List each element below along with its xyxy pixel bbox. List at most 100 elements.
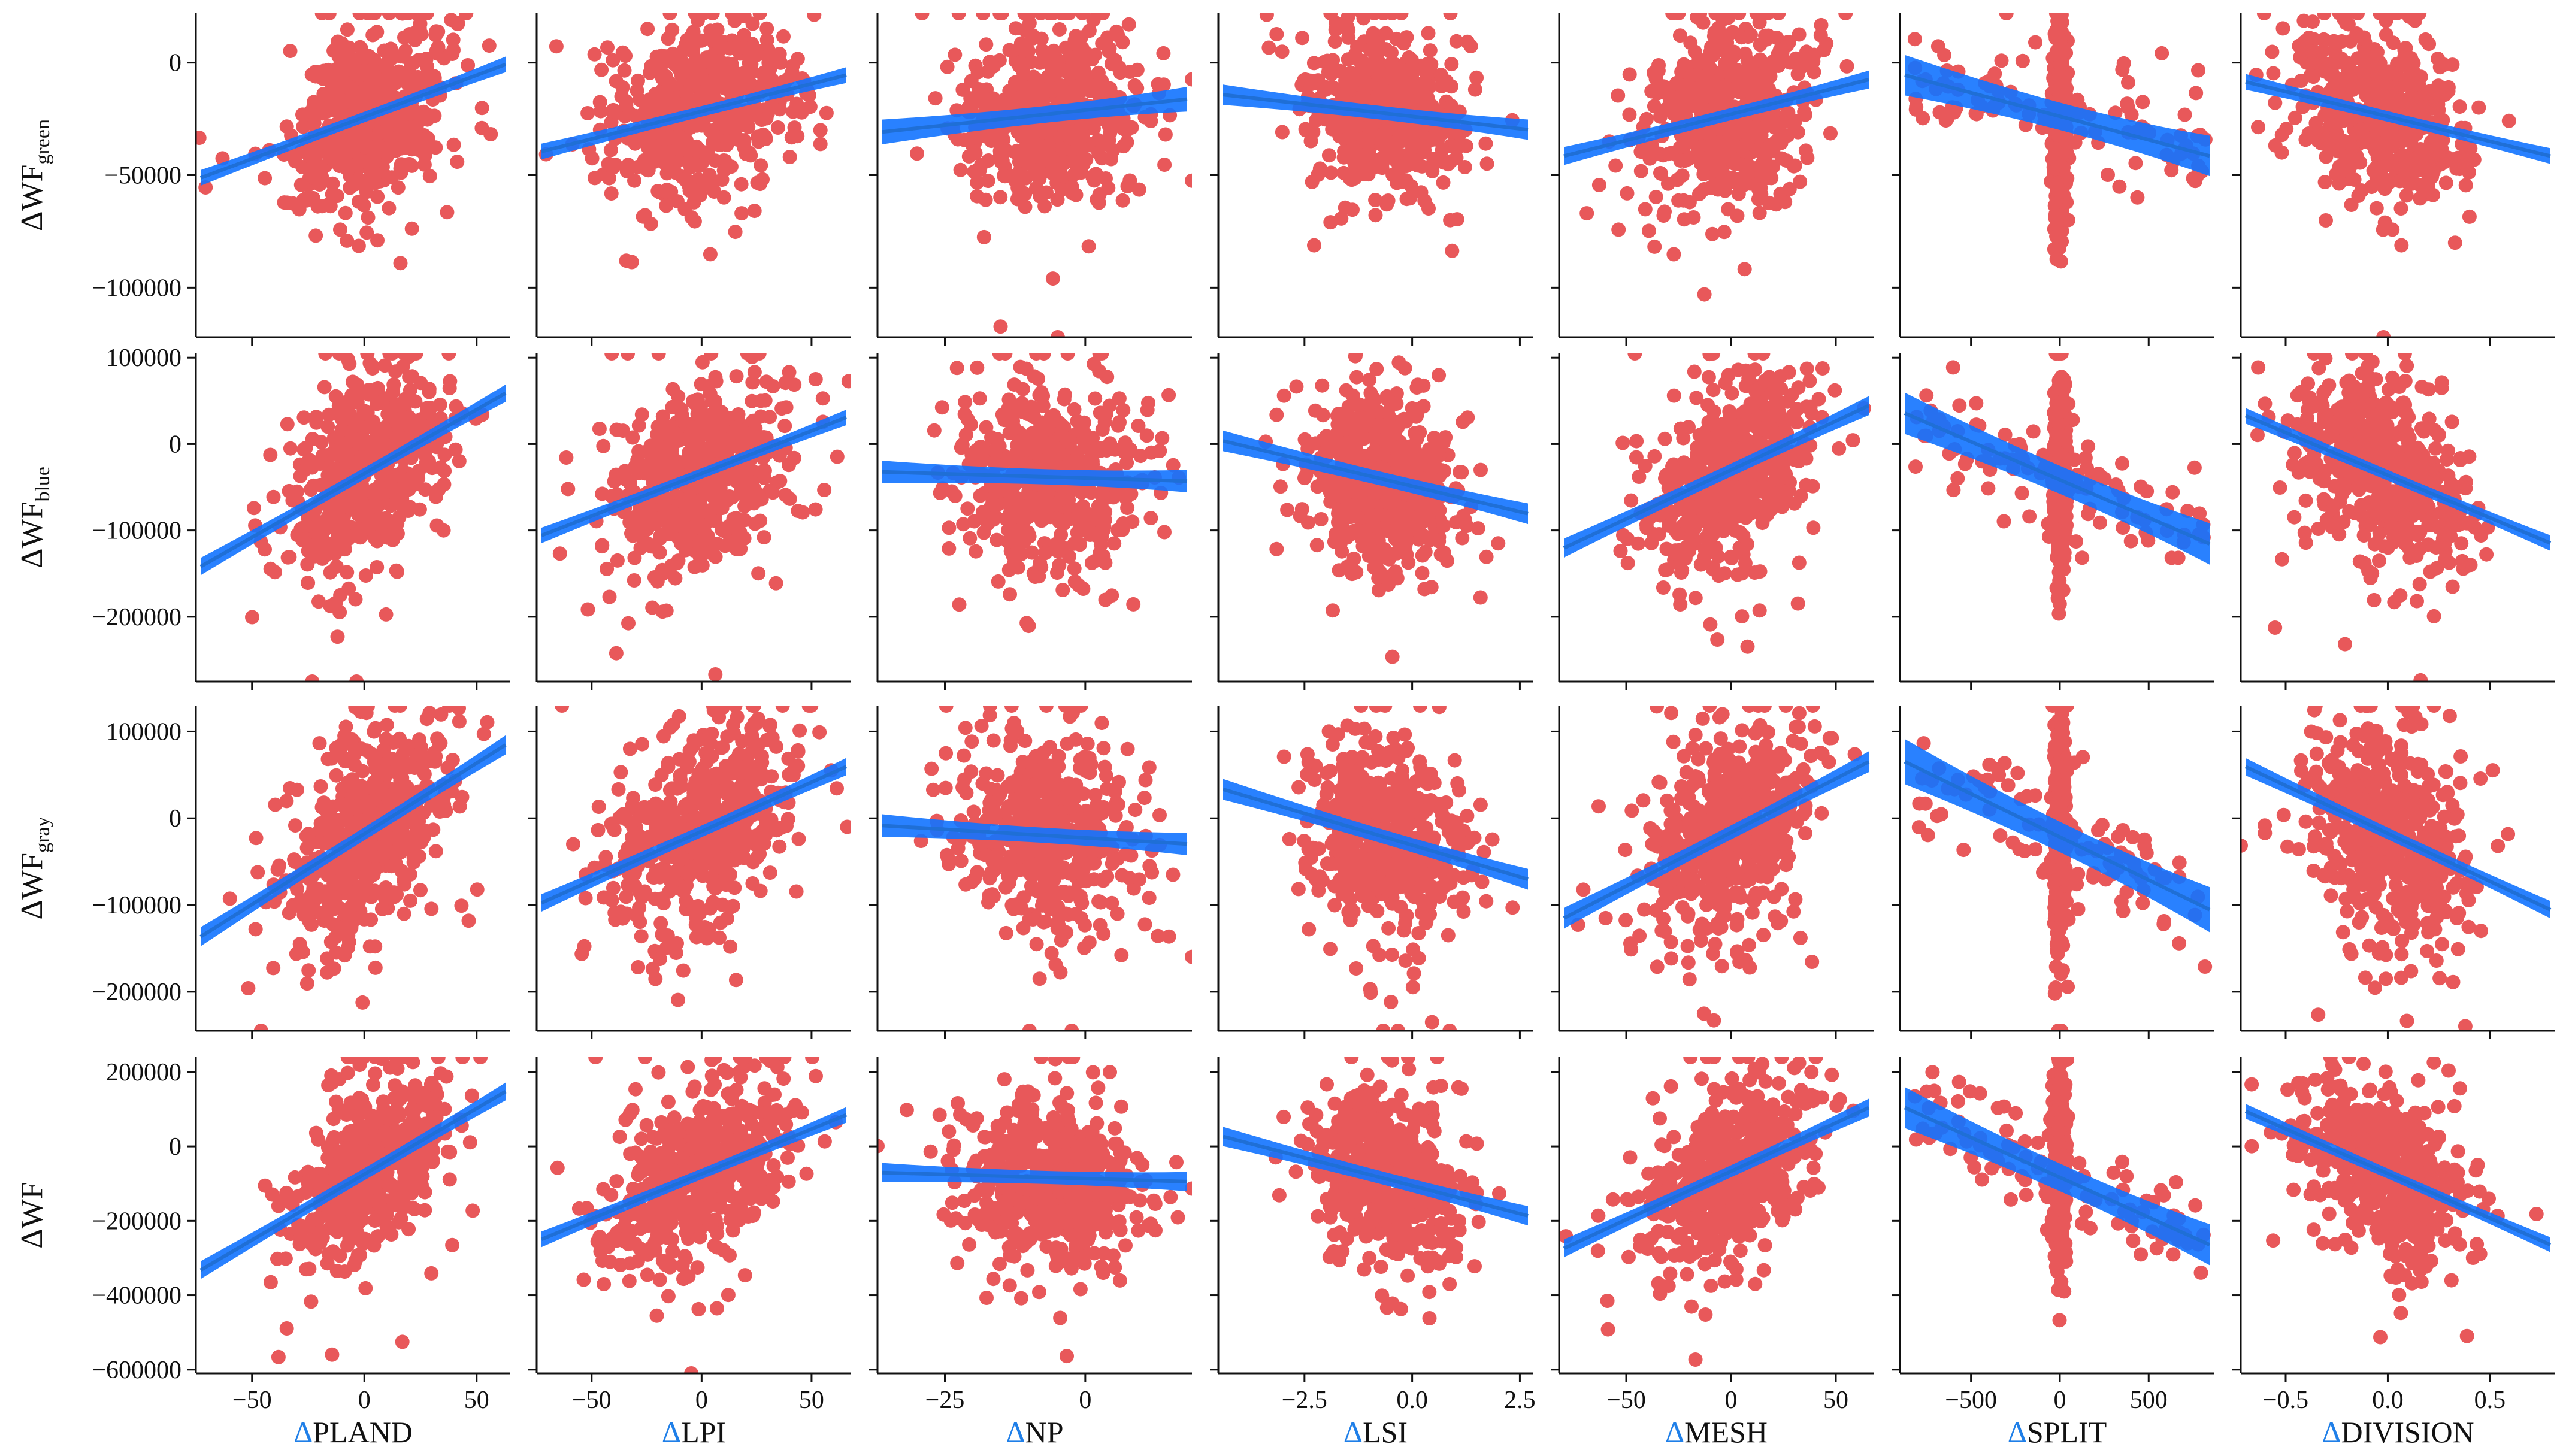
scatter-point	[720, 133, 735, 148]
scatter-point	[2304, 44, 2319, 59]
scatter-point	[2434, 141, 2449, 156]
scatter-point	[1024, 55, 1039, 69]
scatter-point	[1423, 43, 1438, 58]
scatter-point	[1323, 215, 1338, 230]
scatter-point	[623, 476, 637, 491]
scatter-point	[986, 59, 1001, 74]
scatter-point	[1717, 225, 1732, 240]
scatter-point	[359, 184, 374, 199]
scatter-point	[1389, 31, 1404, 46]
scatter-point	[483, 127, 498, 141]
scatter-point	[417, 157, 432, 172]
scatter-point	[1320, 53, 1335, 68]
scatter-point	[1324, 165, 1338, 180]
scatter-point	[1807, 65, 1821, 80]
scatter-point	[630, 83, 644, 98]
scatter-point	[830, 449, 845, 464]
scatter-point	[2394, 238, 2409, 253]
scatter-point	[1018, 23, 1033, 38]
scatter-point	[777, 419, 792, 434]
scatter-point	[630, 453, 645, 467]
scatter-point	[1666, 247, 1681, 262]
scatter-point	[357, 154, 372, 169]
scatter-point	[747, 365, 762, 380]
scatter-point	[1768, 134, 1783, 149]
scatter-point	[406, 56, 421, 71]
scatter-point	[391, 124, 406, 139]
scatter-point	[636, 209, 650, 224]
scatter-point	[1091, 65, 1106, 80]
scatter-point	[353, 50, 368, 65]
scatter-point	[1839, 59, 1854, 74]
scatter-point	[393, 256, 408, 271]
regression-line	[1223, 93, 1529, 132]
scatter-point	[1368, 208, 1383, 223]
scatter-point	[1306, 56, 1321, 71]
scatter-point	[2376, 13, 2391, 20]
scatter-point	[731, 407, 746, 422]
scatter-point	[382, 201, 397, 216]
scatter-point	[391, 412, 406, 427]
scatter-point	[998, 353, 1013, 361]
scatter-point	[1814, 17, 1829, 32]
scatter-point	[2349, 126, 2364, 141]
scatter-point	[311, 594, 326, 609]
scatter-point	[1457, 160, 1472, 174]
scatter-point	[595, 486, 610, 501]
scatter-point	[1358, 75, 1373, 90]
scatter-point	[1608, 158, 1623, 173]
scatter-point	[2378, 72, 2393, 87]
scatter-point	[310, 147, 325, 162]
scatter-point	[678, 501, 693, 516]
scatter-point	[2112, 179, 2127, 194]
scatter-point	[293, 177, 308, 192]
regression-line	[540, 416, 848, 537]
scatter-point	[776, 29, 791, 44]
scatter-point	[695, 355, 710, 370]
scatter-point	[627, 573, 642, 588]
scatter-point	[245, 610, 259, 625]
scatter-point	[1399, 192, 1414, 207]
scatter-point	[2324, 65, 2338, 80]
scatter-point	[1671, 13, 1686, 20]
scatter-point	[707, 393, 722, 408]
scatter-point	[580, 602, 595, 617]
scatter-point	[1683, 35, 1698, 50]
scatter-point	[1717, 86, 1732, 101]
scatter-point	[743, 44, 758, 59]
scatter-point	[1672, 28, 1687, 43]
scatter-point	[1303, 73, 1318, 88]
scatter-point	[1370, 43, 1385, 58]
scatter-point	[1760, 13, 1775, 20]
scatter-point	[1115, 193, 1130, 208]
scatter-point	[700, 504, 715, 519]
scatter-point	[446, 32, 461, 47]
scatter-point	[790, 52, 805, 66]
scatter-point	[446, 43, 461, 57]
scatter-point	[708, 549, 723, 564]
scatter-point	[429, 44, 444, 59]
scatter-point	[2445, 57, 2460, 72]
scatter-point	[1067, 561, 1082, 576]
scatter-point	[773, 55, 788, 70]
scatter-point	[336, 444, 351, 459]
scatter-point	[1341, 30, 1356, 45]
scatter-point	[2265, 44, 2280, 59]
scatter-point	[2191, 63, 2205, 78]
scatter-point	[1021, 132, 1036, 147]
scatter-point	[1021, 44, 1036, 59]
scatter-point	[420, 59, 435, 74]
scatter-point	[644, 539, 659, 554]
scatter-point	[1381, 193, 1396, 208]
scatter-point	[263, 447, 278, 462]
scatter-point	[450, 155, 465, 169]
scatter-point	[1766, 57, 1781, 72]
scatter-point	[1682, 195, 1697, 210]
scatter-point	[416, 72, 431, 87]
scatter-point	[2402, 13, 2417, 20]
scatter-point	[765, 379, 780, 393]
scatter-point	[2279, 122, 2294, 137]
scatter-point	[1579, 206, 1594, 221]
scatter-point	[404, 221, 419, 236]
